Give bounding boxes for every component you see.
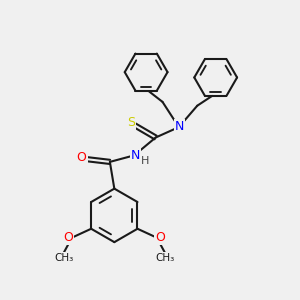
Text: S: S xyxy=(127,116,135,129)
Text: O: O xyxy=(155,231,165,244)
Text: N: N xyxy=(175,120,184,133)
Text: N: N xyxy=(131,149,140,162)
Text: CH₃: CH₃ xyxy=(155,253,175,262)
Text: H: H xyxy=(141,156,150,166)
Text: O: O xyxy=(77,151,87,164)
Text: O: O xyxy=(63,231,73,244)
Text: CH₃: CH₃ xyxy=(54,253,73,262)
